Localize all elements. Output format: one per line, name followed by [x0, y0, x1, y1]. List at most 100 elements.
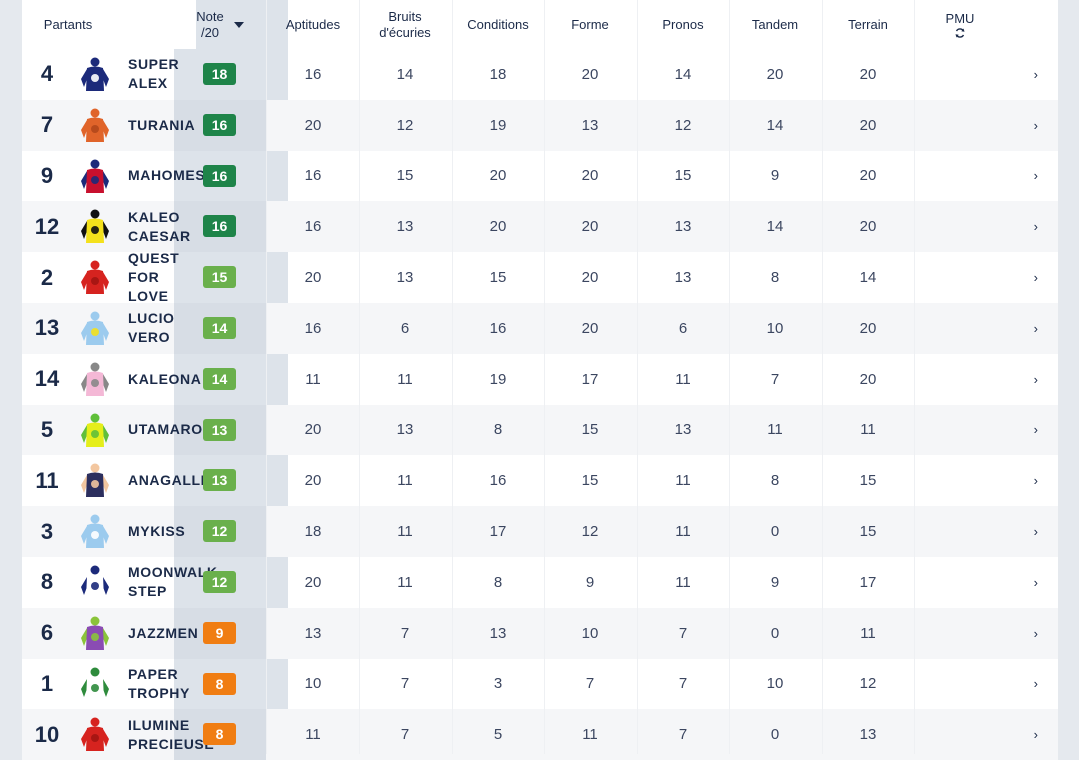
horse-name[interactable]: MYKISS	[128, 523, 186, 540]
score-terrain: 20	[859, 116, 877, 134]
horse-number: 10	[34, 721, 60, 747]
note-badge: 8	[203, 723, 236, 746]
score-forme: 20	[581, 319, 599, 337]
horse-name[interactable]: TURANIA	[128, 116, 196, 133]
header-pmu[interactable]: PMU	[914, 0, 1006, 49]
table-row[interactable]: 3 MYKISS 12 18 11 17 12 11 0 15 ›	[22, 506, 1058, 557]
table-row[interactable]: 7 TURANIA 16 20 12 19 13 12 14 20 ›	[22, 99, 1058, 151]
score-terrain: 13	[859, 726, 877, 744]
horse-name[interactable]: ANAGALLIS	[128, 472, 216, 489]
table-row[interactable]: 9 MAHOMES 16 16 15 20 20 15 9 20 ›	[22, 150, 1058, 202]
chevron-right-icon[interactable]: ›	[1033, 727, 1038, 743]
score-conditions: 17	[489, 523, 507, 541]
chevron-right-icon[interactable]: ›	[1033, 371, 1038, 387]
silk-icon	[78, 108, 112, 144]
table-row[interactable]: 6 JAZZMEN 9 13 7 13 10 7 0 11 ›	[22, 607, 1058, 659]
score-forme: 12	[581, 523, 599, 541]
chevron-right-icon[interactable]: ›	[1033, 270, 1038, 286]
header-tandem[interactable]: Tandem	[729, 0, 821, 49]
table-row[interactable]: 5 UTAMARO 13 20 13 8 15 13 11 11 ›	[22, 404, 1058, 456]
score-conditions: 16	[489, 319, 507, 337]
horse-name[interactable]: JAZZMEN	[128, 624, 199, 641]
table-row[interactable]: 13 LUCIO VERO 14 16 6 16 20 6 10 20 ›	[22, 302, 1058, 354]
header-forme[interactable]: Forme	[544, 0, 636, 49]
score-conditions: 3	[493, 675, 503, 693]
horse-name[interactable]: UTAMARO	[128, 421, 203, 438]
header-terrain[interactable]: Terrain	[822, 0, 914, 49]
horse-name[interactable]: SUPER ALEX	[128, 56, 180, 92]
table-row[interactable]: 1 PAPER TROPHY 8 10 7 3 7 7 10 12 ›	[22, 658, 1058, 710]
header-terrain-label: Terrain	[848, 16, 888, 32]
chevron-right-icon[interactable]: ›	[1033, 422, 1038, 438]
score-aptitudes: 20	[304, 573, 322, 591]
chevron-right-icon[interactable]: ›	[1033, 574, 1038, 590]
score-pronos: 7	[678, 675, 688, 693]
score-aptitudes: 16	[304, 65, 322, 83]
header-partants[interactable]: Partants	[22, 0, 114, 49]
horse-number: 4	[40, 61, 54, 87]
score-terrain: 14	[859, 269, 877, 287]
chevron-right-icon[interactable]: ›	[1033, 117, 1038, 133]
table-row[interactable]: 11 ANAGALLIS 13 20 11 16 15 11 8 15 ›	[22, 455, 1058, 507]
score-bruits: 15	[396, 167, 414, 185]
score-forme: 7	[585, 675, 595, 693]
score-bruits: 13	[396, 421, 414, 439]
score-forme: 15	[581, 472, 599, 490]
horse-number: 14	[34, 366, 60, 392]
chevron-right-icon[interactable]: ›	[1033, 219, 1038, 235]
silk-icon	[78, 260, 112, 296]
header-pronos-label: Pronos	[662, 16, 704, 32]
table-row[interactable]: 8 MOONWALK STEP 12 20 11 8 9 11 9 17 ›	[22, 556, 1058, 608]
chevron-right-icon[interactable]: ›	[1033, 473, 1038, 489]
column-divider	[452, 0, 453, 754]
column-divider	[266, 0, 267, 754]
chevron-right-icon[interactable]: ›	[1033, 676, 1038, 692]
horse-name[interactable]: MOONWALK STEP	[128, 564, 218, 600]
table-row[interactable]: 10 ILUMINE PRECIEUSE 8 11 7 5 11 7 0 13 ›	[22, 709, 1058, 760]
column-divider	[637, 0, 638, 754]
table-row[interactable]: 12 KALEO CAESAR 16 16 13 20 20 13 14 20 ›	[22, 201, 1058, 253]
header-pronos[interactable]: Pronos	[637, 0, 729, 49]
silk-icon	[78, 463, 112, 499]
score-tandem: 14	[766, 218, 784, 236]
score-aptitudes: 20	[304, 421, 322, 439]
score-tandem: 20	[766, 65, 784, 83]
table-row[interactable]: 14 KALEONA 14 11 11 19 17 11 7 20 ›	[22, 353, 1058, 405]
chevron-right-icon[interactable]: ›	[1033, 524, 1038, 540]
score-aptitudes: 20	[304, 269, 322, 287]
score-tandem: 9	[770, 167, 780, 185]
table-row[interactable]: 2 QUEST FOR LOVE 15 20 13 15 20 13 8 14 ›	[22, 250, 1058, 305]
score-forme: 13	[581, 116, 599, 134]
chevron-right-icon[interactable]: ›	[1033, 320, 1038, 336]
score-conditions: 20	[489, 167, 507, 185]
header-aptitudes[interactable]: Aptitudes	[267, 0, 359, 49]
score-conditions: 19	[489, 370, 507, 388]
horse-number: 1	[40, 670, 54, 696]
horse-name[interactable]: MAHOMES	[128, 167, 206, 184]
table-header: Partants Note /20 Aptitudes Bruits d'écu…	[22, 0, 1058, 49]
score-aptitudes: 16	[304, 167, 322, 185]
score-pronos: 15	[674, 167, 692, 185]
score-tandem: 0	[770, 523, 780, 541]
refresh-icon[interactable]	[954, 27, 966, 39]
score-pronos: 13	[674, 218, 692, 236]
chevron-right-icon[interactable]: ›	[1033, 625, 1038, 641]
header-bruits[interactable]: Bruits d'écuries	[359, 0, 451, 49]
score-conditions: 19	[489, 116, 507, 134]
horse-name[interactable]: KALEONA	[128, 370, 202, 387]
horse-name[interactable]: ILUMINE PRECIEUSE	[128, 716, 215, 752]
chevron-right-icon[interactable]: ›	[1033, 168, 1038, 184]
horse-name[interactable]: QUEST FOR LOVE	[128, 250, 180, 305]
score-tandem: 8	[770, 472, 780, 490]
score-terrain: 20	[859, 218, 877, 236]
header-conditions[interactable]: Conditions	[452, 0, 544, 49]
horse-name[interactable]: LUCIO VERO	[128, 310, 175, 346]
horse-name[interactable]: PAPER TROPHY	[128, 665, 190, 701]
chevron-right-icon[interactable]: ›	[1033, 66, 1038, 82]
silk-icon	[78, 413, 112, 449]
score-conditions: 18	[489, 65, 507, 83]
horse-name[interactable]: KALEO CAESAR	[128, 208, 191, 244]
table-row[interactable]: 4 SUPER ALEX 18 16 14 18 20 14 20 20 ›	[22, 49, 1058, 100]
score-bruits: 12	[396, 116, 414, 134]
header-note-sort[interactable]: Note /20	[174, 0, 266, 49]
